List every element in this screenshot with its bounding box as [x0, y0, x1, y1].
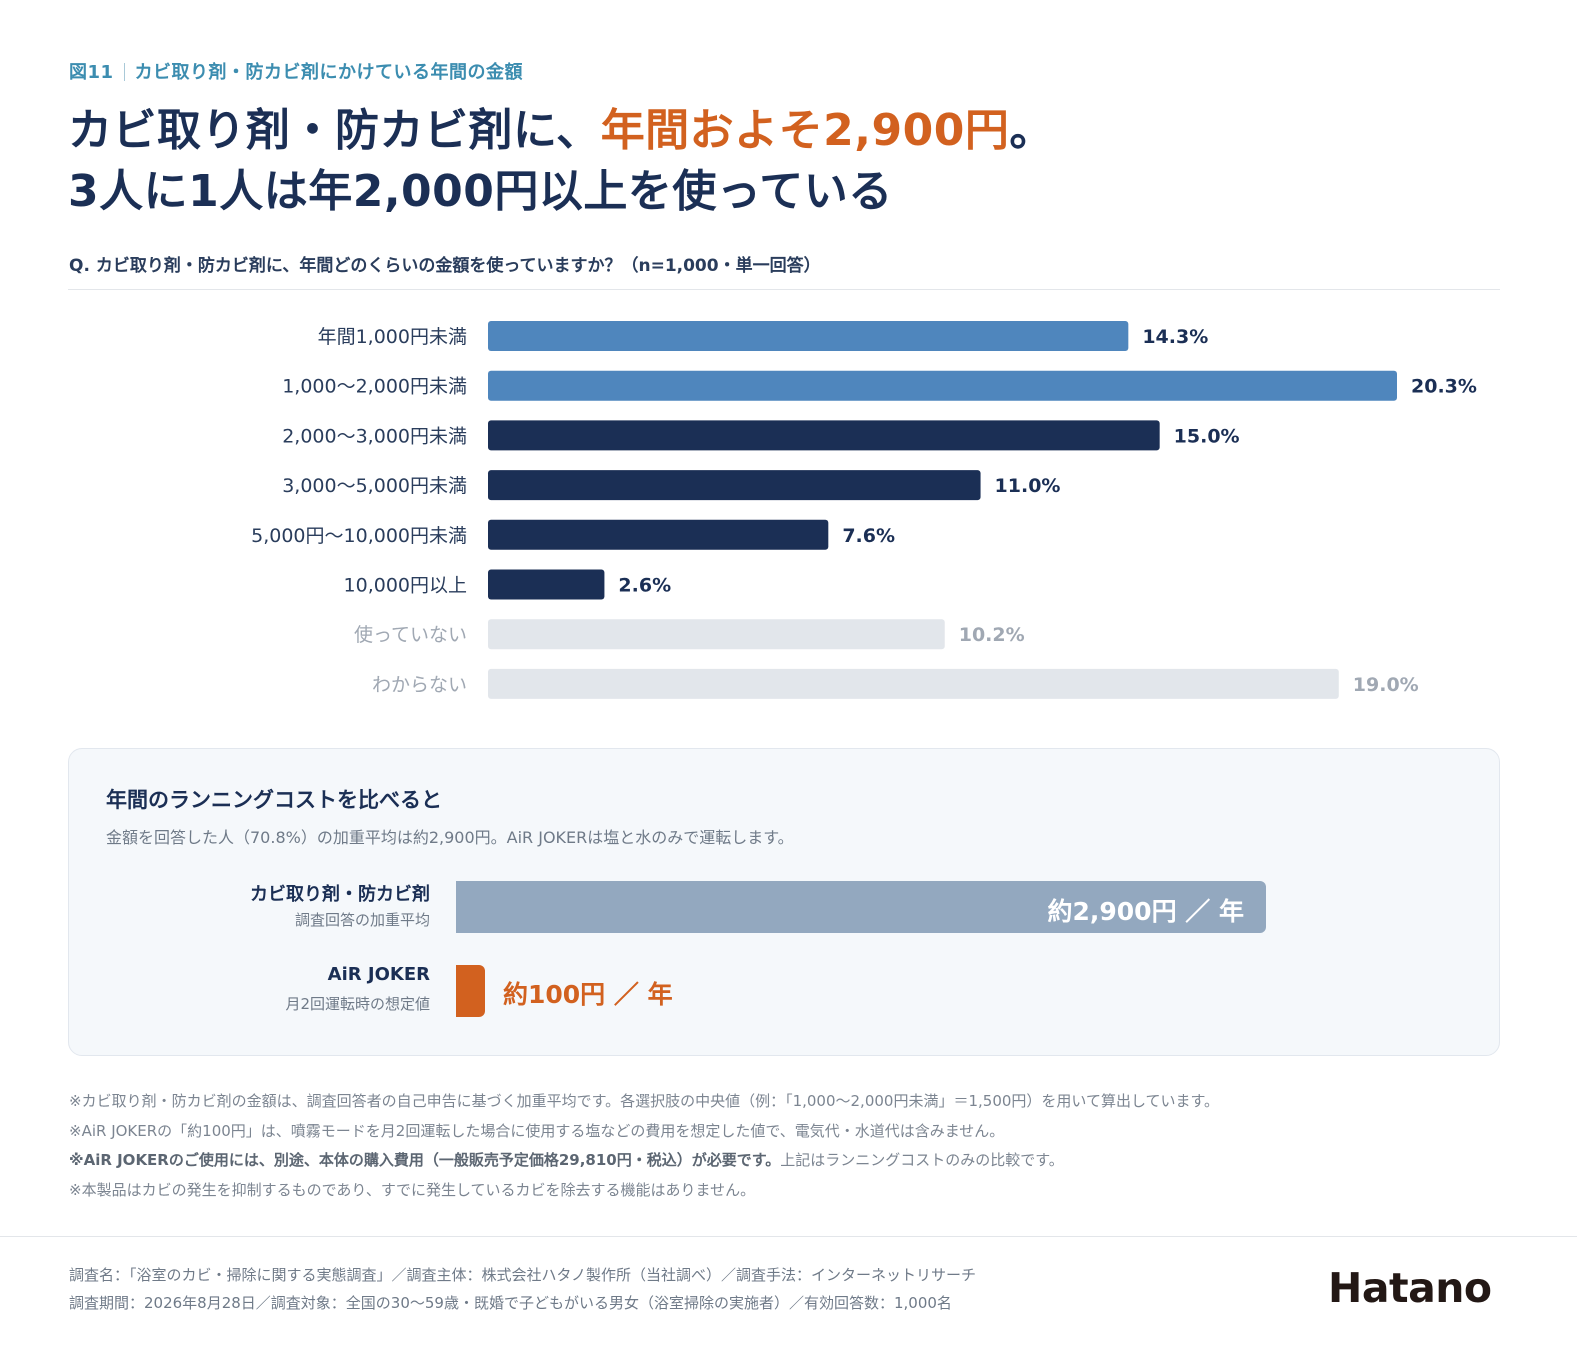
comparison-bar-air-joker — [456, 965, 485, 1017]
figure-label-divider — [123, 63, 125, 81]
headline-line-1: カビ取り剤・防カビ剤に、年間およそ2,900円。 — [68, 100, 1054, 161]
bar — [488, 370, 1397, 401]
category-label: 2,000〜3,000円未満 — [282, 425, 467, 447]
footnotes: ※カビ取り剤・防カビ剤の金額は、調査回答者の自己申告に基づく加重平均です。各選択… — [69, 1087, 1219, 1205]
figure-label: 図11 カビ取り剤・防カビ剤にかけている年間の金額 — [69, 58, 523, 84]
value-label: 15.0% — [1174, 425, 1240, 447]
category-label: 3,000〜5,000円未満 — [282, 475, 467, 497]
footnote-3-rest: 上記はランニングコストのみの比較です。 — [780, 1151, 1064, 1170]
footer-divider — [0, 1236, 1577, 1237]
bar — [488, 668, 1339, 699]
category-label: 10,000円以上 — [344, 575, 467, 597]
bar — [488, 470, 981, 501]
value-label: 14.3% — [1142, 326, 1208, 348]
comparison-note-air-joker: 月2回運転時の想定値 — [285, 995, 430, 1013]
bar-chart: 年間1,000円未満 14.3% 1,000〜2,000円未満 20.3% 2,000〜… — [251, 321, 1477, 699]
category-label: 1,000〜2,000円未満 — [282, 376, 467, 398]
figure-title: カビ取り剤・防カビ剤にかけている年間の金額 — [134, 62, 524, 83]
headline-accent: 年間およそ2,900円 — [600, 105, 1010, 156]
comparison-value-mold-remover: 約2,900円 ／ 年 — [1047, 897, 1245, 926]
category-label: わからない — [372, 674, 467, 696]
footnote-2: ※AiR JOKERの「約100円」は、噴霧モードを月2回運転した場合に使用する… — [69, 1121, 1005, 1140]
value-label: 7.6% — [842, 525, 895, 547]
comparison-value-air-joker: 約100円 ／ 年 — [503, 980, 673, 1009]
value-label: 20.3% — [1411, 376, 1477, 398]
headline: カビ取り剤・防カビ剤に、年間およそ2,900円。 3人に1人は年2,000円以上… — [68, 100, 1054, 222]
survey-info-line-2: 調査期間：2026年8月28日／調査対象：全国の30〜59歳・既婚で子どもがいる… — [69, 1294, 952, 1312]
survey-info-line-1: 調査名：「浴室のカビ・掃除に関する実態調査」／調査主体：株式会社ハタノ製作所（当… — [69, 1266, 977, 1284]
headline-line-2: 3人に1人は年2,000円以上を使っている — [68, 166, 893, 217]
category-label: 年間1,000円未満 — [318, 326, 467, 348]
value-label: 11.0% — [995, 475, 1061, 497]
comparison-bar-mold-remover: 約2,900円 ／ 年 — [456, 881, 1266, 933]
hatano-logo: Hatano — [1328, 1264, 1492, 1312]
bar — [488, 619, 945, 650]
footnote-3-bold: ※AiR JOKERのご使用には、別途、本体の購入費用（一般販売予定価格29,8… — [69, 1151, 781, 1170]
comparison-name-air-joker: AiR JOKER — [327, 964, 430, 985]
survey-info: 調査名：「浴室のカビ・掃除に関する実態調査」／調査主体：株式会社ハタノ製作所（当… — [69, 1261, 976, 1317]
footnote-3: ※AiR JOKERのご使用には、別途、本体の購入費用（一般販売予定価格29,8… — [69, 1146, 1219, 1176]
bar — [488, 420, 1160, 451]
category-label: 5,000円〜10,000円未満 — [251, 525, 467, 547]
comparison-name-mold-remover: カビ取り剤・防カビ剤 — [250, 884, 430, 905]
category-label: 使っていない — [354, 624, 467, 646]
value-label: 19.0% — [1353, 674, 1419, 696]
survey-question: Q. カビ取り剤・防カビ剤に、年間どのくらいの金額を使っていますか？（n=1,0… — [69, 256, 821, 276]
headline-text-a: カビ取り剤・防カビ剤に、 — [68, 105, 601, 156]
comparison-note-mold-remover: 調査回答の加重平均 — [294, 911, 430, 929]
value-label: 10.2% — [959, 624, 1025, 646]
divider — [68, 289, 1500, 290]
value-label: 2.6% — [618, 575, 671, 597]
comparison-subtitle: 金額を回答した人（70.8%）の加重平均は約2,900円。AiR JOKERは塩… — [106, 828, 794, 847]
figure-number: 図11 — [69, 62, 114, 83]
bar — [488, 321, 1129, 351]
footnote-4: ※本製品はカビの発生を抑制するものであり、すでに発生しているカビを除去する機能は… — [69, 1180, 756, 1199]
bar — [488, 519, 829, 550]
bar — [488, 569, 605, 600]
headline-text-b: 。 — [1009, 105, 1054, 156]
footnote-1: ※カビ取り剤・防カビ剤の金額は、調査回答者の自己申告に基づく加重平均です。各選択… — [69, 1092, 1220, 1110]
comparison-title: 年間のランニングコストを比べると — [106, 788, 442, 812]
